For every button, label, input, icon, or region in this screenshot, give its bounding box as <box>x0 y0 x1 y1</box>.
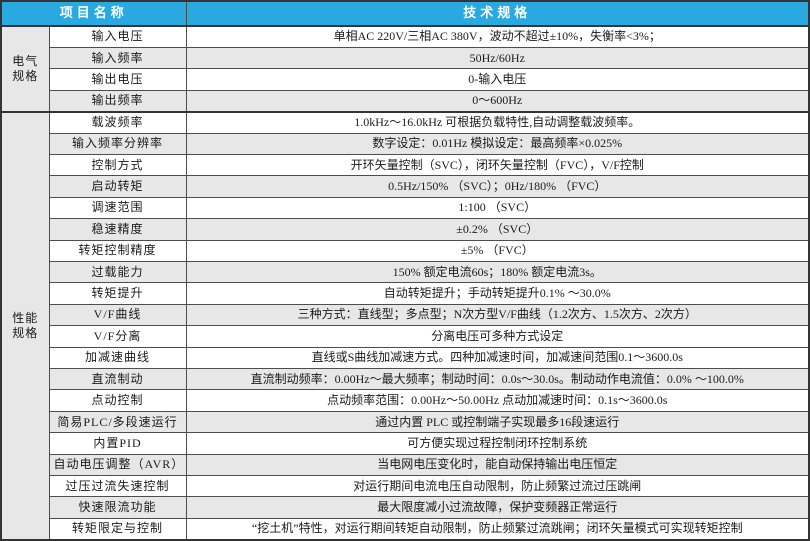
row-value: 自动转矩提升；手动转矩提升0.1% ～30.0% <box>185 282 810 305</box>
table-row: 简易PLC/多段速运行 通过内置 PLC 或控制端子实现最多16段速运行 <box>1 410 810 434</box>
table-row: 输入频率 50Hz/60Hz <box>1 46 810 70</box>
table-row: 转矩控制精度 ±5% （FVC） <box>1 239 810 262</box>
row-label: 输出频率 <box>48 89 187 113</box>
table-row: 输入频率分辨率 数字设定：0.01Hz 模拟设定：最高频率×0.025% <box>1 132 810 155</box>
row-label: 控制方式 <box>48 153 187 177</box>
row-label: 输入频率分辨率 <box>48 132 187 155</box>
table-row: 性能规格 载波频率 1.0kHz～16.0kHz 可根据负载特性,自动调整载波频率。 <box>0 110 810 541</box>
group-cell-1: 性能规格 <box>0 110 50 541</box>
row-value: 数字设定：0.01Hz 模拟设定：最高频率×0.025% <box>185 132 810 155</box>
row-value: 可方便实现过程控制闭环控制系统 <box>185 432 810 455</box>
header-tech-spec: 技术规格 <box>185 0 810 27</box>
row-label: 输出电压 <box>48 68 187 91</box>
table-row: 过载能力 150% 额定电流60s；180% 额定电流3s。 <box>1 260 810 284</box>
table-row: 自动电压调整（AVR） 当电网电压变化时，能自动保持输出电压恒定 <box>1 453 810 477</box>
row-label: 稳速精度 <box>48 218 187 241</box>
table-row: 输出电压 0-输入电压 <box>1 68 810 91</box>
table-row: 启动转矩 0.5Hz/150% （SVC）；0Hz/180% （FVC） <box>1 175 810 198</box>
row-value: 1:100 （SVC） <box>185 196 810 220</box>
header-row: 项目名称 技术规格 <box>0 0 810 27</box>
table-row: 稳速精度 ±0.2% （SVC） <box>1 218 810 241</box>
table-row: 点动控制 点动频率范围：0.00Hz～50.00Hz 点动加减速时间：0.1s～3… <box>1 389 810 412</box>
table-row: V/F分离 分离电压可多种方式设定 <box>1 325 810 348</box>
table-row: 加减速曲线 直线或S曲线加减速方式。四种加减速时间，加减速间范围0.1～3600.… <box>1 346 810 370</box>
table-row: V/F曲线 三种方式：直线型；多点型；N次方型V/F曲线（1.2次方、1.5次方、… <box>1 303 810 327</box>
row-value: 点动频率范围：0.00Hz～50.00Hz 点动加减速时间：0.1s～3600.… <box>185 389 810 412</box>
row-label: 自动电压调整（AVR） <box>48 453 187 477</box>
table-row: 内置PID 可方便实现过程控制闭环控制系统 <box>1 432 810 455</box>
table-row: 转矩限定与控制 “挖土机”特性，对运行期间转矩自动限制，防止频繁过流跳闸；闭环矢量… <box>1 517 810 541</box>
table-row: 转矩提升 自动转矩提升；手动转矩提升0.1% ～30.0% <box>1 282 810 305</box>
row-value: 当电网电压变化时，能自动保持输出电压恒定 <box>185 453 810 477</box>
row-label: 内置PID <box>48 432 187 455</box>
row-label: 快速限流功能 <box>48 496 187 519</box>
row-label: 简易PLC/多段速运行 <box>48 410 187 434</box>
row-value: 直线或S曲线加减速方式。四种加减速时间，加减速间范围0.1～3600.0s <box>185 346 810 370</box>
row-value: “挖土机”特性，对运行期间转矩自动限制，防止频繁过流跳闸；闭环矢量模式可实现转矩… <box>185 517 810 541</box>
row-label: 载波频率 <box>48 110 187 134</box>
row-label: 点动控制 <box>48 389 187 412</box>
row-label: 加减速曲线 <box>48 346 187 370</box>
row-value: 单相AC 220V/三相AC 380V，波动不超过±10%，失衡率<3%； <box>185 25 810 48</box>
row-value: 1.0kHz～16.0kHz 可根据负载特性,自动调整载波频率。 <box>185 110 810 134</box>
spec-table-body: 电气规格 输入电压 单相AC 220V/三相AC 380V，波动不超过±10%，失衡… <box>0 25 810 541</box>
row-value: ±5% （FVC） <box>185 239 810 262</box>
table-row: 调速范围 1:100 （SVC） <box>1 196 810 220</box>
row-value: 0-输入电压 <box>185 68 810 91</box>
row-label: 调速范围 <box>48 196 187 220</box>
row-value: 三种方式：直线型；多点型；N次方型V/F曲线（1.2次方、1.5次方、2次方） <box>185 303 810 327</box>
table-row: 控制方式 开环矢量控制（SVC），闭环矢量控制（FVC），V/F控制 <box>1 153 810 177</box>
row-label: 输入频率 <box>48 46 187 70</box>
row-value: 150% 额定电流60s；180% 额定电流3s。 <box>185 260 810 284</box>
header-item-name: 项目名称 <box>0 0 187 27</box>
row-value: 最大限度减小过流故障，保护变频器正常运行 <box>185 496 810 519</box>
row-value: ±0.2% （SVC） <box>185 218 810 241</box>
table-row: 快速限流功能 最大限度减小过流故障，保护变频器正常运行 <box>1 496 810 519</box>
table-row: 输出频率 0～600Hz <box>1 89 810 113</box>
row-label: 转矩限定与控制 <box>48 517 187 541</box>
row-value: 0～600Hz <box>185 89 810 113</box>
row-label: V/F分离 <box>48 325 187 348</box>
row-label: V/F曲线 <box>48 303 187 327</box>
row-value: 50Hz/60Hz <box>185 46 810 70</box>
row-label: 输入电压 <box>48 25 187 48</box>
table-row: 电气规格 输入电压 单相AC 220V/三相AC 380V，波动不超过±10%，失衡… <box>0 25 810 113</box>
row-label: 直流制动 <box>48 367 187 391</box>
row-value: 直流制动频率：0.00Hz～最大频率；制动时间：0.0s～30.0s。制动动作电… <box>185 367 810 391</box>
row-label: 过载能力 <box>48 260 187 284</box>
row-value: 对运行期间电流电压自动限制，防止频繁过流过压跳闸 <box>185 475 810 498</box>
row-value: 0.5Hz/150% （SVC）；0Hz/180% （FVC） <box>185 175 810 198</box>
group-cell-0: 电气规格 <box>0 25 50 113</box>
row-value: 通过内置 PLC 或控制端子实现最多16段速运行 <box>185 410 810 434</box>
row-label: 转矩提升 <box>48 282 187 305</box>
row-label: 启动转矩 <box>48 175 187 198</box>
table-row: 过压过流失速控制 对运行期间电流电压自动限制，防止频繁过流过压跳闸 <box>1 475 810 498</box>
table-row: 直流制动 直流制动频率：0.00Hz～最大频率；制动时间：0.0s～30.0s。制… <box>1 367 810 391</box>
row-value: 分离电压可多种方式设定 <box>185 325 810 348</box>
row-value: 开环矢量控制（SVC），闭环矢量控制（FVC），V/F控制 <box>185 153 810 177</box>
row-label: 过压过流失速控制 <box>48 475 187 498</box>
row-label: 转矩控制精度 <box>48 239 187 262</box>
